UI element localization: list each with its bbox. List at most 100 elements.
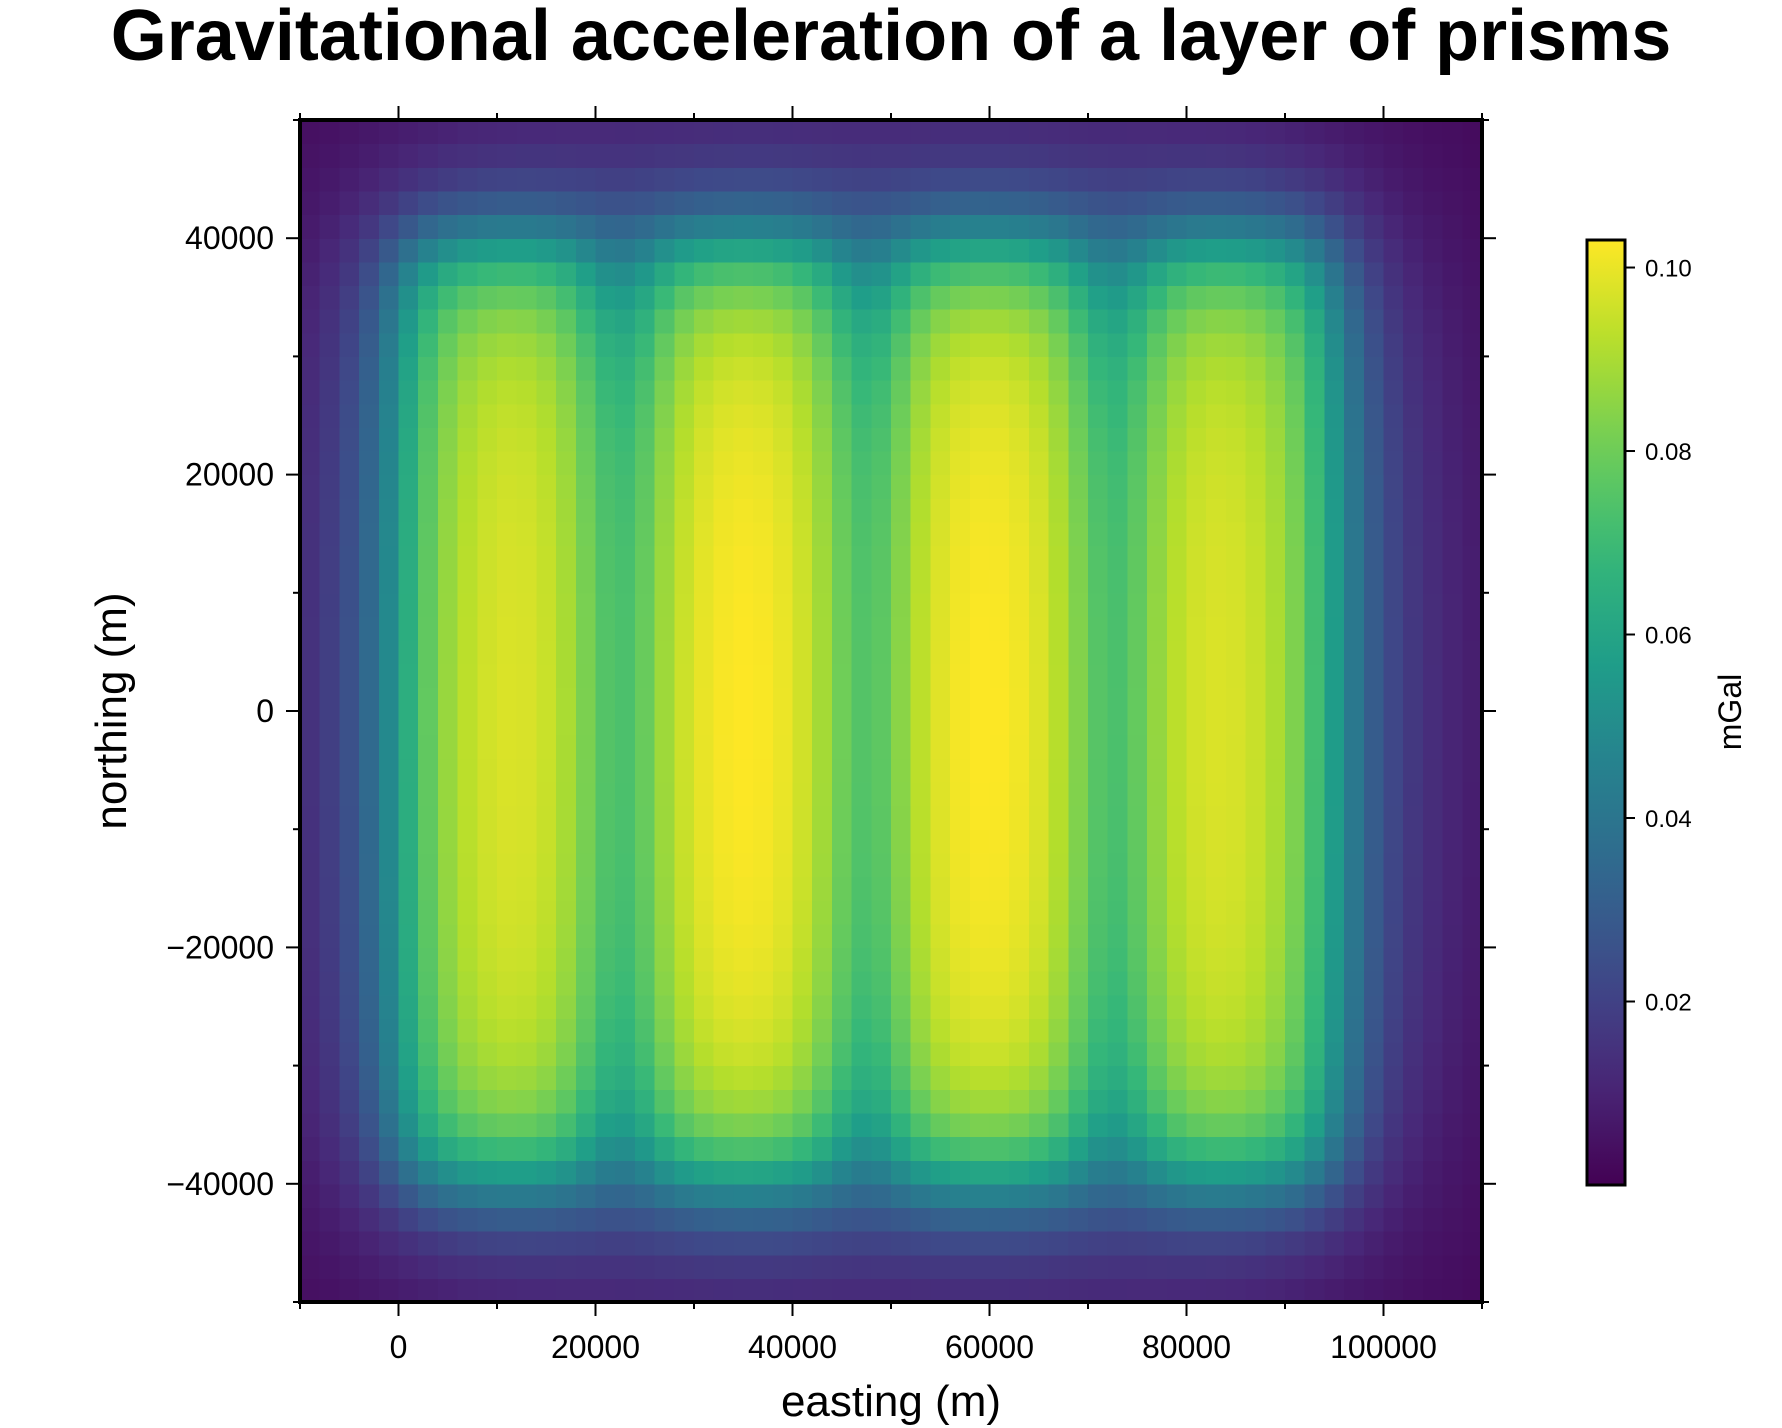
heatmap-cell: [792, 190, 813, 216]
heatmap-cell: [497, 663, 518, 688]
heatmap-cell: [713, 1183, 734, 1209]
heatmap-cell: [437, 640, 459, 665]
heatmap-cell: [930, 616, 951, 641]
heatmap-cell: [398, 1160, 419, 1185]
heatmap-cell: [950, 1278, 971, 1303]
heatmap-cell: [1166, 971, 1188, 996]
heatmap-cell: [713, 758, 734, 783]
heatmap-cell: [1206, 1089, 1227, 1114]
heatmap-cell: [851, 1018, 872, 1043]
heatmap-cell: [910, 143, 931, 168]
heatmap-cell: [969, 238, 991, 263]
heatmap-cell: [891, 1278, 912, 1303]
heatmap-cell: [654, 1136, 675, 1161]
heatmap-cell: [359, 167, 380, 192]
heatmap-cell: [615, 616, 636, 641]
heatmap-cell: [497, 1041, 518, 1067]
heatmap-cell: [359, 640, 380, 665]
heatmap-cell: [1442, 663, 1463, 688]
heatmap-cell: [1363, 994, 1385, 1019]
heatmap-cell: [891, 1018, 912, 1043]
heatmap-cell: [634, 711, 656, 736]
heatmap-cell: [536, 758, 557, 783]
heatmap-cell: [772, 474, 794, 499]
heatmap-cell: [851, 120, 872, 145]
heatmap-cell: [1265, 1254, 1286, 1279]
heatmap-cell: [1285, 1278, 1306, 1303]
heatmap-cell: [1206, 781, 1227, 807]
heatmap-cell: [536, 238, 557, 263]
heatmap-cell: [831, 687, 853, 712]
heatmap-cell: [300, 403, 321, 428]
heatmap-cell: [910, 1183, 931, 1209]
heatmap-cell: [1147, 1183, 1168, 1209]
heatmap-cell: [437, 167, 459, 192]
heatmap-cell: [1265, 663, 1286, 688]
heatmap-cell: [378, 900, 400, 925]
heatmap-cell: [595, 143, 616, 168]
heatmap-cell: [457, 167, 478, 192]
heatmap-cell: [516, 947, 537, 972]
heatmap-cell: [1127, 711, 1148, 736]
heatmap-cell: [1127, 758, 1148, 783]
heatmap-cell: [1009, 261, 1030, 287]
heatmap-cell: [1344, 900, 1365, 925]
heatmap-cell: [1088, 545, 1109, 570]
heatmap-cell: [556, 120, 577, 145]
heatmap-cell: [969, 1183, 991, 1209]
heatmap-cell: [1206, 427, 1227, 452]
heatmap-cell: [516, 120, 537, 145]
heatmap-cell: [1363, 1254, 1385, 1279]
heatmap-cell: [930, 829, 951, 854]
heatmap-cell: [457, 403, 478, 428]
heatmap-cell: [359, 1160, 380, 1185]
heatmap-cell: [418, 120, 439, 145]
heatmap-cell: [319, 1089, 340, 1114]
heatmap-cell: [1068, 285, 1089, 310]
heatmap-cell: [1206, 285, 1227, 310]
heatmap-cell: [437, 285, 459, 310]
heatmap-cell: [497, 143, 518, 168]
heatmap-cell: [950, 1112, 971, 1138]
heatmap-cell: [359, 947, 380, 972]
heatmap-cell: [497, 805, 518, 830]
heatmap-cell: [1225, 758, 1247, 783]
heatmap-cell: [1147, 474, 1168, 499]
heatmap-cell: [1462, 1112, 1483, 1138]
heatmap-cell: [1186, 120, 1207, 145]
heatmap-cell: [851, 167, 872, 192]
heatmap-cell: [1304, 687, 1325, 712]
heatmap-cell: [1403, 474, 1424, 499]
heatmap-cell: [1009, 120, 1030, 145]
heatmap-cell: [1344, 852, 1365, 878]
heatmap-cell: [1304, 1231, 1325, 1256]
heatmap-cell: [556, 734, 577, 759]
heatmap-cell: [398, 829, 419, 854]
x-tick-label: 40000: [748, 1329, 837, 1365]
heatmap-cell: [1186, 994, 1207, 1019]
heatmap-cell: [477, 900, 498, 925]
heatmap-cell: [713, 1278, 734, 1303]
heatmap-cell: [1245, 947, 1266, 972]
heatmap-cell: [713, 663, 734, 688]
heatmap-cell: [969, 876, 991, 901]
heatmap-cell: [556, 805, 577, 830]
heatmap-cell: [300, 1183, 321, 1209]
heatmap-cell: [536, 120, 557, 145]
heatmap-cell: [831, 261, 853, 287]
heatmap-cell: [1363, 1112, 1385, 1138]
heatmap-cell: [1048, 734, 1069, 759]
heatmap-cell: [1127, 876, 1148, 901]
heatmap-cell: [437, 569, 459, 594]
heatmap-cell: [891, 143, 912, 168]
heatmap-cell: [831, 994, 853, 1019]
heatmap-cell: [1107, 403, 1128, 428]
heatmap-cell: [1462, 474, 1483, 499]
heatmap-cell: [1068, 900, 1089, 925]
heatmap-cell: [1462, 403, 1483, 428]
heatmap-cell: [418, 900, 439, 925]
heatmap-cell: [339, 1278, 360, 1303]
heatmap-cell: [1186, 190, 1207, 216]
heatmap-cell: [871, 285, 892, 310]
heatmap-cell: [634, 214, 656, 239]
